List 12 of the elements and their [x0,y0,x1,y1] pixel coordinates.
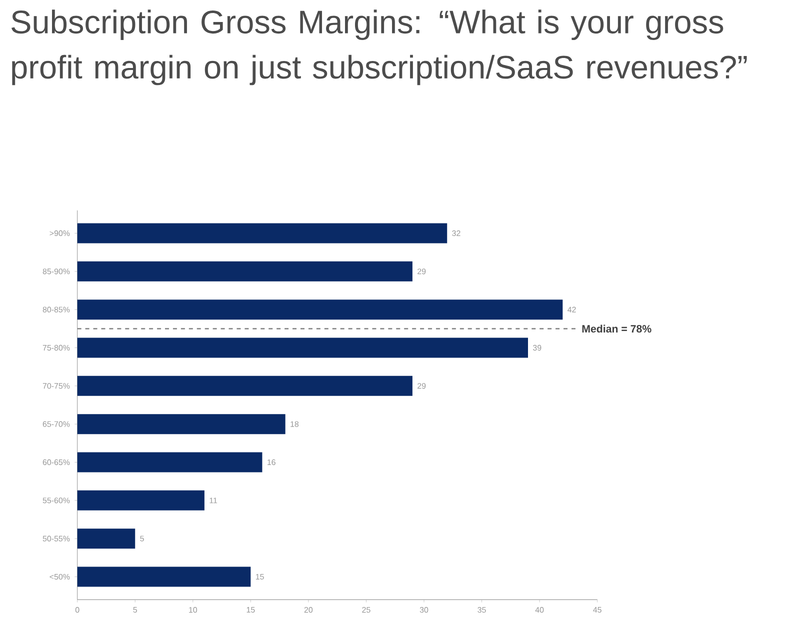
bar [77,528,136,549]
bar [77,261,412,282]
bar [77,223,448,244]
bar [77,414,286,434]
bar [77,300,563,320]
chart-title: Subscription Gross Margins: “What is your gross profit margin on just subscription/SaaS revenues?” [12,10,747,86]
bar [77,566,251,587]
bar [77,452,262,472]
annotation: Median = 78% [582,324,652,333]
bar [77,338,528,358]
bar [77,376,412,396]
bar [77,490,204,510]
